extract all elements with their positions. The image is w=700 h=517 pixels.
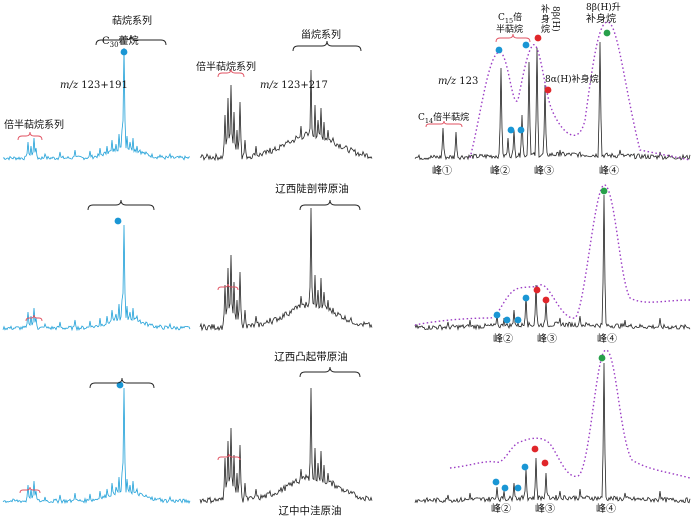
middle-trace-2 bbox=[199, 387, 373, 505]
label-mz-mid: m/z 123+217 bbox=[260, 80, 328, 91]
label-8beta-h: 8β(H) bbox=[550, 6, 561, 32]
peak-label-1: 峰① bbox=[432, 165, 452, 177]
label-sesq-left: 倍半萜烷系列 bbox=[4, 118, 64, 131]
left-trace-1 bbox=[2, 224, 191, 332]
marker-a bbox=[493, 311, 501, 319]
label-c15-b: 倍 bbox=[513, 11, 522, 23]
marker-g bbox=[598, 354, 606, 362]
brace-sesq-left bbox=[17, 131, 43, 141]
label-mz-mid-italic: m/z bbox=[260, 80, 279, 91]
envelope-0 bbox=[469, 21, 691, 161]
label-mz-right-italic: m/z bbox=[438, 76, 457, 87]
label-c30: C30藿烷 bbox=[102, 34, 139, 49]
label-sterane-series: 甾烷系列 bbox=[301, 28, 341, 41]
marker-bush-a bbox=[544, 86, 552, 94]
label-c14: C14倍半萜烷 bbox=[418, 111, 469, 125]
marker-c15-b bbox=[507, 126, 515, 134]
brace-sterane bbox=[292, 40, 362, 52]
brace-sesq-mid bbox=[217, 68, 245, 78]
brace-c14 bbox=[425, 120, 463, 128]
caption-row-3: 辽中中洼原油 bbox=[279, 504, 342, 517]
marker-e bbox=[533, 286, 541, 294]
left-trace-2 bbox=[2, 387, 191, 505]
label-bush-2: 身 bbox=[541, 13, 550, 25]
marker-g bbox=[600, 187, 608, 195]
label-mz-right-val: 123 bbox=[456, 76, 478, 87]
marker-c30 bbox=[114, 217, 122, 225]
label-mz-left: m/z 123+191 bbox=[60, 80, 128, 91]
peak-label-3-row2: 峰③ bbox=[537, 333, 557, 345]
label-c14-sub: 14 bbox=[425, 117, 433, 125]
marker-c bbox=[514, 316, 522, 324]
marker-c bbox=[514, 484, 522, 492]
middle-trace-1 bbox=[199, 207, 373, 332]
label-bush-1: 补 bbox=[541, 3, 550, 15]
label-sesq-mid: 倍半萜烷系列 bbox=[196, 60, 256, 73]
envelope-1 bbox=[414, 184, 691, 326]
label-mz-left-val: 123+191 bbox=[78, 80, 128, 91]
label-c15-c: 半萜烷 bbox=[496, 23, 523, 35]
traces bbox=[2, 41, 691, 505]
peak-label-4-row3: 峰④ bbox=[596, 503, 616, 515]
label-mz-mid-val: 123+217 bbox=[278, 80, 328, 91]
peak-label-2: 峰② bbox=[490, 165, 510, 177]
marker-c15-d bbox=[522, 41, 530, 49]
brace-sterane-2 bbox=[299, 199, 361, 211]
label-8alpha: 8α(H)补身烷 bbox=[545, 73, 599, 85]
label-bush-3: 烷 bbox=[541, 23, 550, 35]
brace-sesq-left-3 bbox=[19, 486, 41, 494]
marker-e bbox=[531, 445, 539, 453]
right-trace-1 bbox=[414, 194, 691, 331]
middle-trace-0 bbox=[199, 69, 373, 162]
brace-sterane-3 bbox=[299, 366, 361, 378]
peak-label-2-row2: 峰② bbox=[493, 333, 513, 345]
brace-sesq-left-2 bbox=[25, 314, 43, 322]
label-mz-right: m/z 123 bbox=[438, 76, 478, 87]
marker-f bbox=[541, 459, 549, 467]
marker-d bbox=[522, 294, 530, 302]
brace-c15 bbox=[495, 33, 531, 43]
brace-sesq-mid-2 bbox=[217, 283, 239, 291]
brace-sesq-mid-3 bbox=[217, 453, 241, 461]
marker-b bbox=[501, 484, 509, 492]
marker-c30 bbox=[120, 48, 128, 56]
label-terpane-series: 萜烷系列 bbox=[112, 14, 152, 27]
label-c30-tail: 藿烷 bbox=[119, 34, 139, 47]
marker-b bbox=[503, 316, 511, 324]
marker-c15-a bbox=[495, 46, 503, 54]
right-trace-2 bbox=[414, 362, 691, 504]
marker-d bbox=[521, 463, 529, 471]
marker-homo bbox=[603, 29, 611, 37]
marker-bush-b bbox=[534, 34, 542, 42]
label-c14-tail: 倍半萜烷 bbox=[433, 111, 469, 123]
brace-terpane-3 bbox=[89, 377, 155, 389]
label-8beta-homo-2: 补身烷 bbox=[586, 12, 616, 25]
label-mz-left-italic: m/z bbox=[60, 80, 79, 91]
peak-label-4: 峰④ bbox=[599, 165, 619, 177]
peak-label-4-row2: 峰④ bbox=[597, 333, 617, 345]
caption-row-2: 辽西凸起带原油 bbox=[274, 350, 348, 363]
brace-terpane-2 bbox=[87, 199, 155, 211]
left-trace-0 bbox=[2, 47, 191, 161]
label-c15-sub: 15 bbox=[505, 17, 513, 25]
marker-c15-c bbox=[517, 126, 525, 134]
peak-label-3: 峰③ bbox=[534, 165, 554, 177]
label-8beta-homo-1: 8β(H)升 bbox=[586, 2, 621, 13]
envelope-2 bbox=[449, 349, 691, 479]
right-trace-0 bbox=[414, 41, 691, 161]
caption-row-1: 辽西陡剖带原油 bbox=[275, 182, 349, 195]
label-c15: C15倍 bbox=[498, 11, 522, 25]
brace-terpane bbox=[95, 34, 167, 46]
peak-label-3-row3: 峰③ bbox=[535, 503, 555, 515]
marker-a bbox=[492, 478, 500, 486]
peak-label-2-row3: 峰② bbox=[491, 503, 511, 515]
label-c30-sub: 30 bbox=[110, 41, 119, 49]
marker-f bbox=[542, 296, 550, 304]
